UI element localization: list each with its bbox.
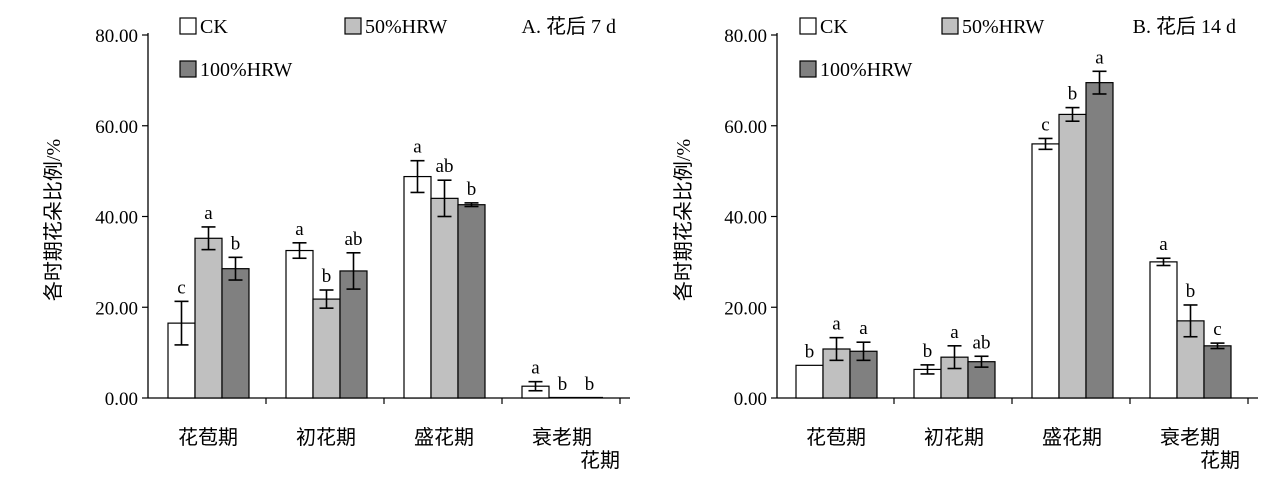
x-category-label: 衰老期 <box>532 426 592 449</box>
y-tick-label: 20.00 <box>95 298 138 319</box>
y-axis-label: 各时期花朵比例/% <box>672 139 695 301</box>
legend-label: CK <box>820 16 848 38</box>
bar-50pcthrw-2 <box>312 298 341 399</box>
y-tick-label: 20.00 <box>724 298 767 319</box>
bar-100pcthrw-4 <box>1203 345 1232 399</box>
x-category-label: 初花期 <box>924 426 984 449</box>
x-axis-label: 花期 <box>1200 449 1240 472</box>
significance-label: a <box>832 314 841 335</box>
y-tick-label: 80.00 <box>95 26 138 47</box>
bar-ck-1 <box>795 364 824 399</box>
significance-label: b <box>585 374 595 395</box>
y-tick-label: 60.00 <box>724 117 767 138</box>
significance-label: b <box>231 233 241 254</box>
x-category-label: 花苞期 <box>806 426 866 449</box>
bar-100pcthrw-3 <box>1085 82 1114 399</box>
legend-label: 50%HRW <box>962 16 1044 38</box>
legend-swatch <box>941 17 959 35</box>
significance-label: ab <box>345 229 363 250</box>
significance-label: a <box>295 219 304 240</box>
legend-label: CK <box>200 16 228 38</box>
legend-swatch <box>799 60 817 78</box>
x-category-label: 盛花期 <box>414 426 474 449</box>
bar-100pcthrw-3 <box>457 204 486 399</box>
x-category-label: 花苞期 <box>178 426 238 449</box>
significance-label: c <box>1213 319 1221 340</box>
bar-100pcthrw-1 <box>221 268 250 399</box>
legend-swatch <box>799 17 817 35</box>
panel-label: B. 花后 14 d <box>1133 15 1236 38</box>
bar-50pcthrw-3 <box>1058 113 1087 399</box>
significance-label: c <box>1041 114 1049 135</box>
significance-label: a <box>531 358 540 379</box>
x-category-label: 衰老期 <box>1160 426 1220 449</box>
legend-swatch <box>344 17 362 35</box>
significance-label: c <box>177 277 185 298</box>
y-tick-label: 60.00 <box>95 117 138 138</box>
significance-label: a <box>413 137 422 158</box>
y-tick-label: 40.00 <box>95 208 138 229</box>
significance-label: a <box>950 322 959 343</box>
legend-label: 100%HRW <box>200 59 292 81</box>
significance-label: b <box>805 341 815 362</box>
y-tick-label: 80.00 <box>724 26 767 47</box>
significance-label: ab <box>973 332 991 353</box>
bar-ck-4 <box>1149 261 1178 399</box>
y-tick-label: 40.00 <box>724 208 767 229</box>
x-axis-label: 花期 <box>580 449 620 472</box>
bar-ck-3 <box>403 175 432 399</box>
legend-label: 50%HRW <box>365 16 447 38</box>
bar-ck-2 <box>285 249 314 399</box>
legend-label: 100%HRW <box>820 59 912 81</box>
significance-label: b <box>1186 281 1196 302</box>
x-category-label: 盛花期 <box>1042 426 1102 449</box>
y-axis-label: 各时期花朵比例/% <box>42 139 65 301</box>
significance-label: b <box>322 266 332 287</box>
legend-swatch <box>179 17 197 35</box>
significance-label: a <box>1095 47 1104 68</box>
significance-label: ab <box>436 156 454 177</box>
significance-label: a <box>1159 234 1168 255</box>
significance-label: a <box>204 203 213 224</box>
significance-label: a <box>859 318 868 339</box>
y-tick-label: 0.00 <box>734 389 767 410</box>
legend-swatch <box>179 60 197 78</box>
panel-label: A. 花后 7 d <box>522 15 616 38</box>
significance-label: b <box>923 341 933 362</box>
bar-50pcthrw-3 <box>430 197 459 399</box>
bar-ck-3 <box>1031 143 1060 399</box>
bar-100pcthrw-2 <box>339 270 368 399</box>
y-tick-label: 0.00 <box>105 389 138 410</box>
significance-label: b <box>558 374 568 395</box>
significance-label: b <box>467 179 477 200</box>
bar-50pcthrw-1 <box>194 237 223 399</box>
x-category-label: 初花期 <box>296 426 356 449</box>
significance-label: b <box>1068 84 1078 105</box>
bar-ck-2 <box>913 368 942 399</box>
